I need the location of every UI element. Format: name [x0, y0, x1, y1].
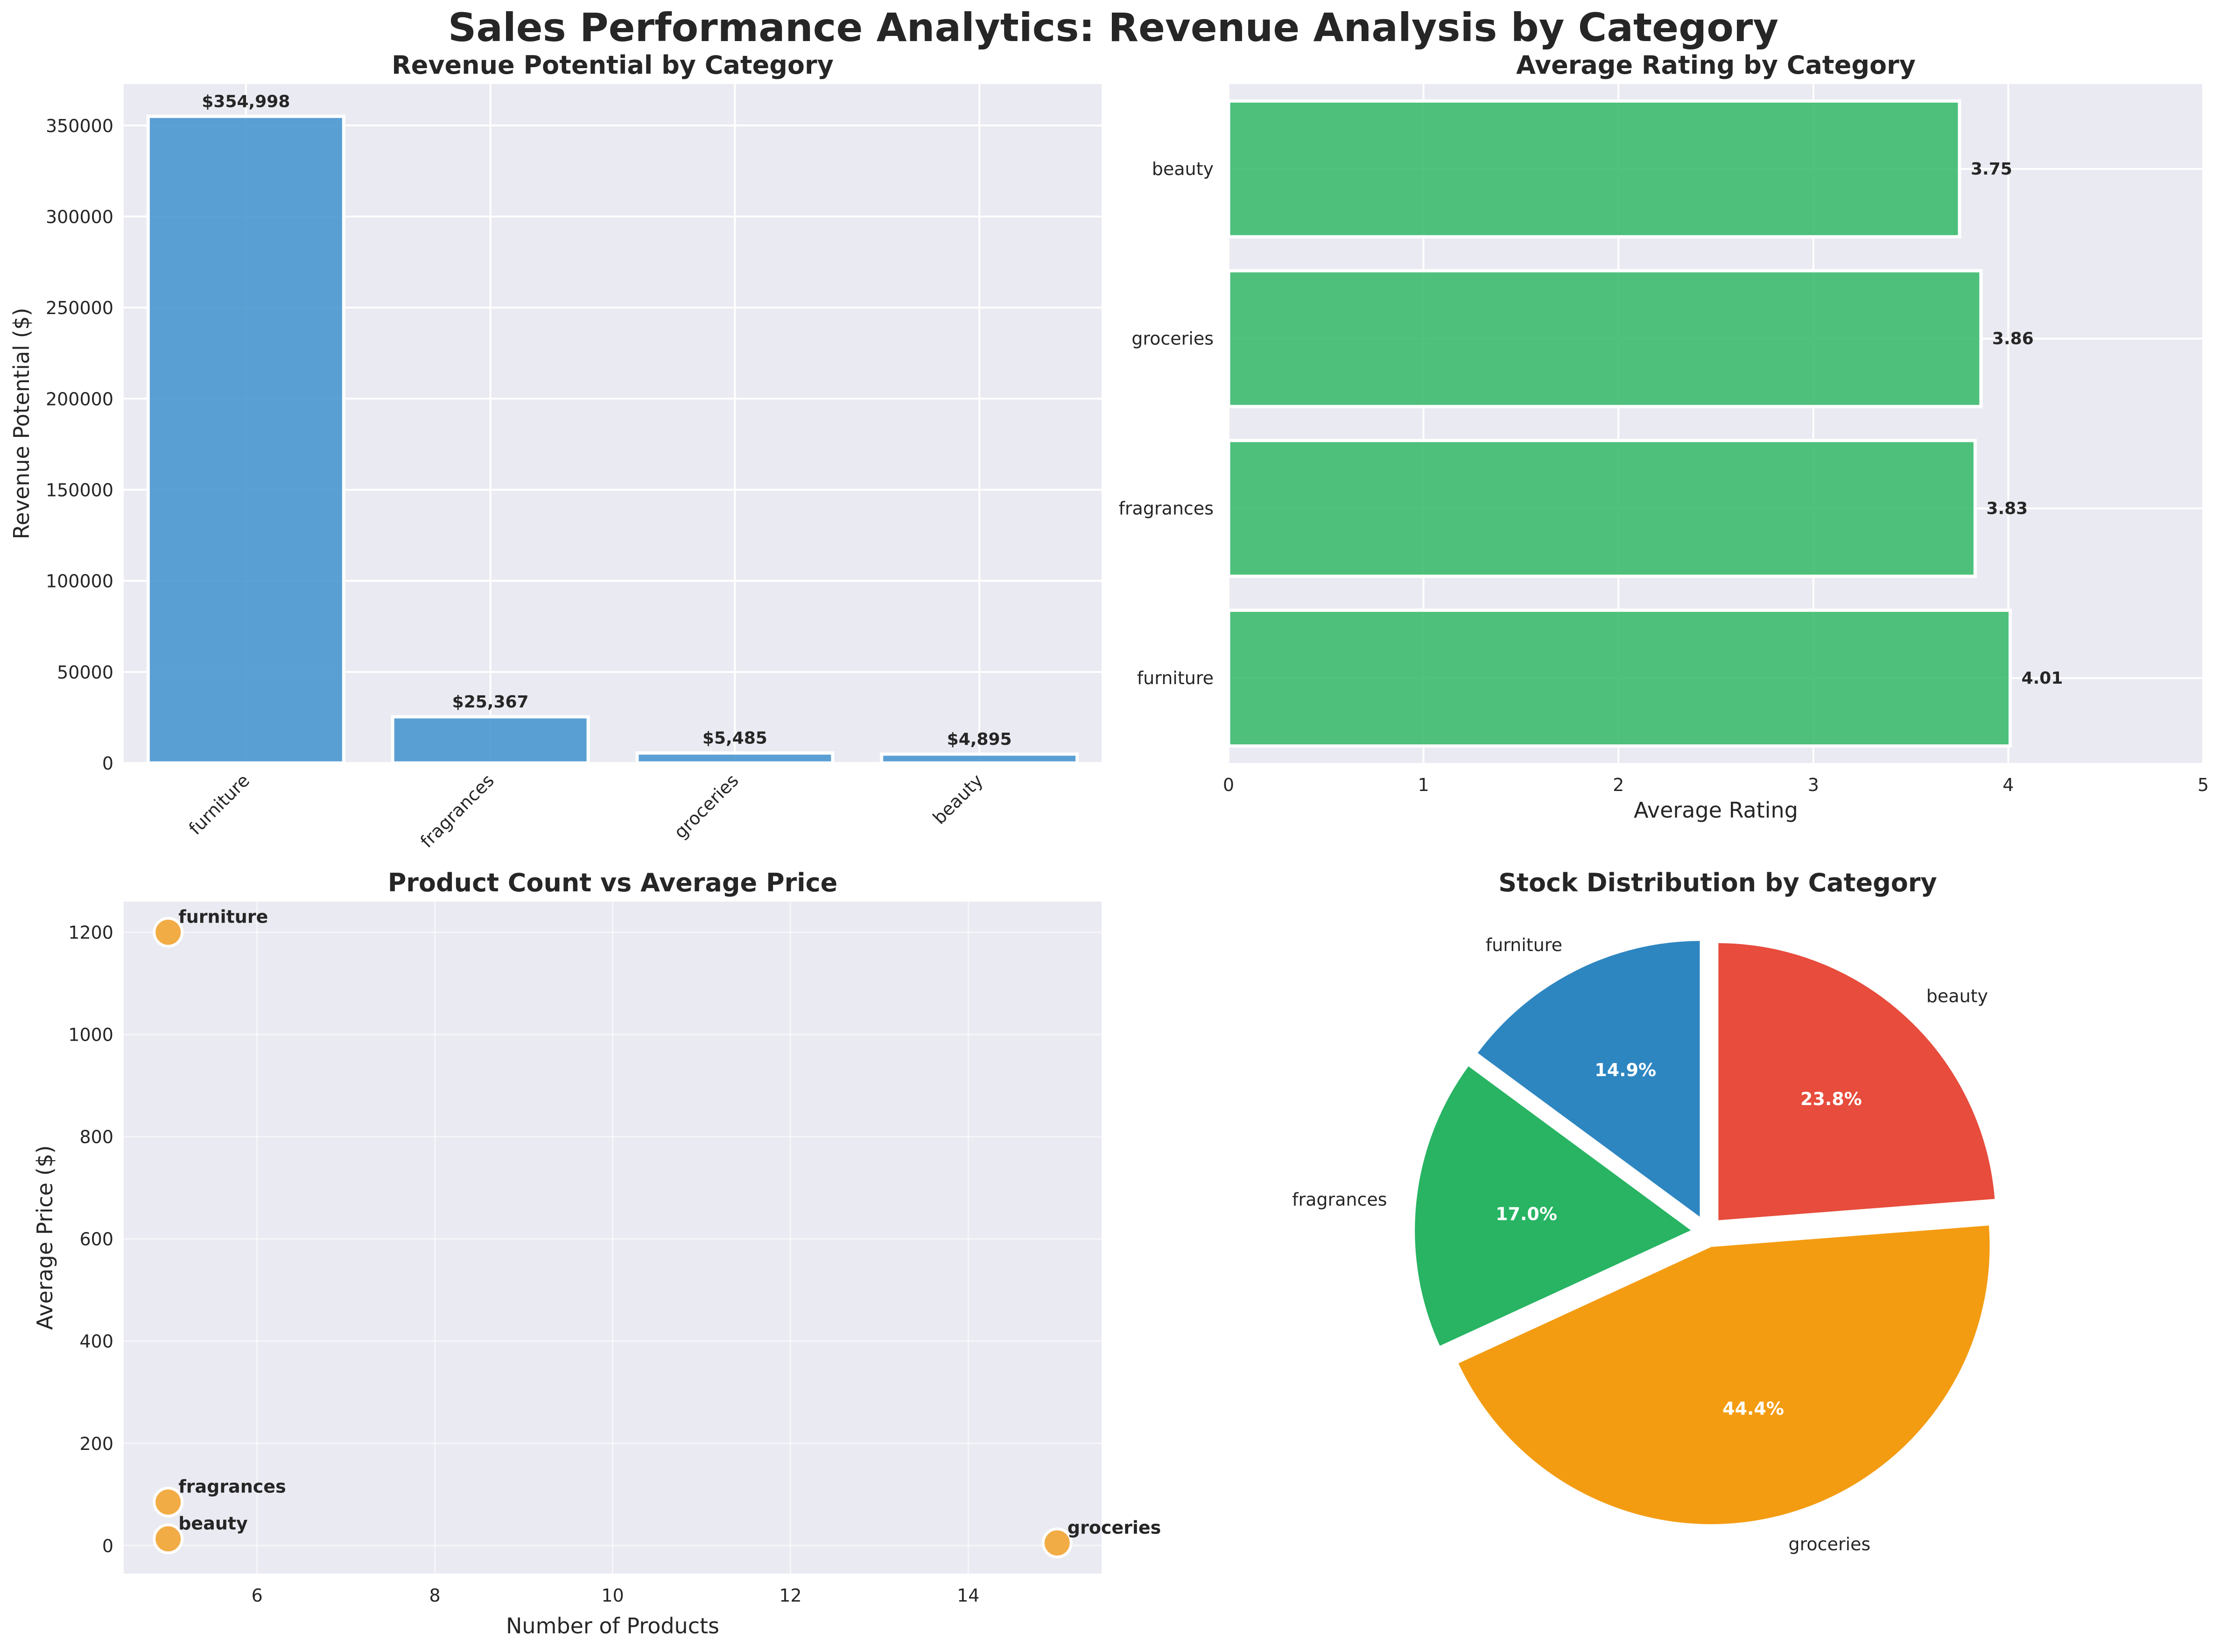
scatter-point-beauty: [153, 1523, 184, 1554]
rating-bar-fragrances: [1227, 439, 1977, 578]
pie-slice-percent-label: 44.4%: [1722, 1398, 1784, 1419]
scatter-y-tick-label: 800: [79, 1127, 113, 1148]
scatter-tick-labels: 6 8 10 12 14 0 200 400 600 800 1000 1200: [68, 923, 979, 1606]
revenue-y-tick-label: 100000: [46, 571, 113, 592]
revenue-chart-title: Revenue Potential by Category: [392, 50, 834, 80]
scatter-x-tick-label: 6: [252, 1585, 263, 1606]
rating-bar-chart: 4.01 3.83 3.86 3.75 0 1 2 3 4 5 furniture fragranc…: [1119, 50, 2209, 823]
scatter-y-tick-label: 600: [79, 1229, 113, 1250]
revenue-bar-groceries: [635, 751, 835, 765]
scatter-y-tick-label: 0: [102, 1536, 113, 1556]
scatter-point-groceries: [1041, 1527, 1073, 1559]
scatter-point-label: fragrances: [178, 1477, 286, 1497]
pie-slice-category-label: fragrances: [1292, 1190, 1387, 1210]
scatter-points: furniture fragrances beauty groceries: [153, 907, 1161, 1559]
revenue-bar-value-label: $25,367: [452, 693, 529, 712]
pie-slice-category-label: furniture: [1486, 935, 1562, 955]
scatter-gridlines: [124, 902, 1102, 1574]
pie-slice-category-label: beauty: [1926, 986, 1988, 1007]
rating-x-tick-label: 3: [1808, 775, 1819, 795]
revenue-y-tick-label: 0: [102, 753, 113, 774]
rating-bar-value-label: 3.86: [1992, 329, 2034, 349]
price-scatter-chart: furniture fragrances beauty groceries 6 8 10 1…: [32, 868, 1161, 1638]
rating-x-axis-label: Average Rating: [1634, 798, 1798, 823]
revenue-y-tick-label: 200000: [46, 389, 113, 409]
scatter-y-tick-label: 400: [79, 1331, 113, 1352]
pie-slice-percent-label: 17.0%: [1496, 1204, 1557, 1224]
pie-slices: 14.9% furniture 17.0% fragrances 44.4% grocer…: [1292, 935, 1998, 1554]
revenue-y-tick-label: 300000: [46, 207, 113, 227]
rating-y-tick-label: fragrances: [1119, 498, 1214, 518]
scatter-x-tick-label: 10: [601, 1585, 624, 1606]
revenue-bar-beauty: [880, 752, 1079, 765]
rating-bar-furniture: [1227, 609, 2012, 748]
scatter-point-label: beauty: [178, 1513, 248, 1534]
revenue-y-axis-label: Revenue Potential ($): [9, 308, 34, 539]
revenue-bar-value-label: $354,998: [202, 92, 290, 111]
scatter-y-tick-label: 1000: [68, 1025, 113, 1045]
revenue-bar-chart: $354,998 $25,367 $5,485 $4,895 0 50000 100000…: [9, 50, 1102, 852]
rating-bars: 4.01 3.83 3.86 3.75: [1227, 99, 2063, 748]
revenue-y-tick-label: 350000: [46, 116, 113, 136]
revenue-bar-fragrances: [391, 715, 590, 765]
scatter-y-tick-label: 1200: [68, 923, 113, 943]
rating-y-tick-label: groceries: [1131, 329, 1214, 349]
figure-title: Sales Performance Analytics: Revenue Ana…: [448, 5, 1778, 50]
scatter-point-label: groceries: [1068, 1517, 1161, 1538]
pie-chart-title: Stock Distribution by Category: [1498, 868, 1937, 897]
scatter-x-tick-label: 12: [779, 1585, 801, 1606]
pie-slice-fragrances: [1412, 1062, 1697, 1350]
rating-x-tick-label: 2: [1613, 775, 1624, 795]
pie-slice-beauty: [1715, 940, 1998, 1224]
revenue-bar-value-label: $4,895: [947, 730, 1012, 749]
stock-pie-chart: Stock Distribution by Category 14.9% furn…: [1292, 868, 1998, 1554]
rating-chart-title: Average Rating by Category: [1516, 50, 1916, 80]
pie-slice-furniture: [1474, 938, 1703, 1223]
pie-slice-category-label: groceries: [1789, 1534, 1871, 1554]
rating-x-tick-label: 0: [1223, 775, 1234, 795]
scatter-chart-title: Product Count vs Average Price: [388, 868, 838, 897]
revenue-bar-furniture: [146, 114, 345, 765]
scatter-point-fragrances: [153, 1486, 184, 1518]
scatter-point-furniture: [153, 917, 184, 948]
rating-bar-groceries: [1227, 269, 1983, 408]
rating-y-tick-label: beauty: [1152, 159, 1214, 179]
pie-slice-percent-label: 14.9%: [1595, 1060, 1656, 1080]
scatter-x-tick-label: 8: [429, 1585, 440, 1606]
scatter-point-label: furniture: [178, 907, 268, 927]
rating-bar-value-label: 3.83: [1986, 499, 2028, 518]
rating-x-tick-label: 4: [2002, 775, 2014, 795]
rating-x-tick-label: 5: [2198, 775, 2209, 795]
revenue-bar-value-label: $5,485: [703, 729, 767, 748]
revenue-y-tick-label: 150000: [46, 480, 113, 500]
scatter-x-axis-label: Number of Products: [506, 1613, 719, 1638]
rating-tick-labels: 0 1 2 3 4 5 furniture fragrances groceries beauty: [1119, 159, 2209, 795]
scatter-y-axis-label: Average Price ($): [32, 1145, 57, 1330]
pie-slice-groceries: [1454, 1222, 1993, 1527]
revenue-bars: $354,998 $25,367 $5,485 $4,895: [146, 92, 1079, 765]
rating-bar-value-label: 4.01: [2022, 669, 2063, 688]
rating-y-tick-label: furniture: [1137, 668, 1214, 688]
scatter-x-tick-label: 14: [957, 1585, 979, 1606]
pie-slice-percent-label: 23.8%: [1800, 1089, 1862, 1109]
revenue-y-tick-label: 250000: [46, 298, 113, 318]
revenue-y-tick-label: 50000: [57, 662, 113, 683]
rating-bar-beauty: [1227, 99, 1961, 238]
rating-x-tick-label: 1: [1418, 775, 1429, 795]
rating-bar-value-label: 3.75: [1971, 160, 2012, 179]
scatter-y-tick-label: 200: [79, 1434, 113, 1454]
